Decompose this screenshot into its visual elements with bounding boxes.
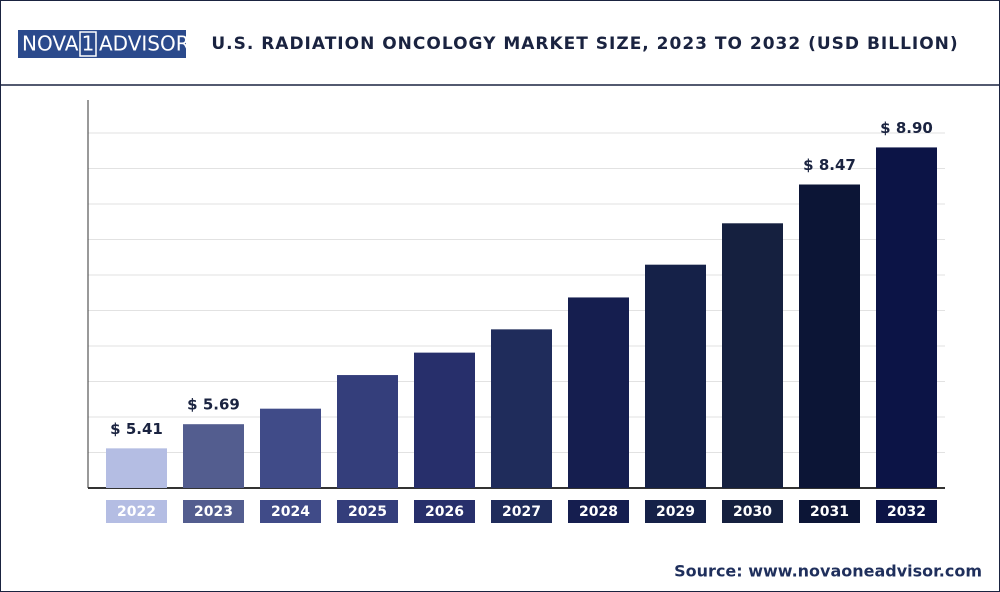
x-tick-box (722, 500, 783, 523)
bar (568, 297, 629, 488)
logo-middle: 1 (82, 32, 95, 56)
x-tick-label: 2023 (194, 504, 233, 520)
logo-mark (79, 31, 97, 57)
bar (183, 424, 244, 488)
x-tick-box (568, 500, 629, 523)
bar (722, 223, 783, 488)
x-tick-box (876, 500, 937, 523)
x-tick-box (645, 500, 706, 523)
bar (645, 264, 706, 488)
chart-title: U.S. RADIATION ONCOLOGY MARKET SIZE, 202… (211, 34, 958, 54)
bar (337, 375, 398, 488)
bar (414, 352, 475, 488)
x-tick-label: 2032 (887, 504, 926, 520)
x-tick-box (106, 500, 167, 523)
x-tick-box (183, 500, 244, 523)
logo-right: ADVISOR (99, 32, 190, 56)
x-tick-box (414, 500, 475, 523)
value-label: $ 8.90 (880, 119, 933, 137)
source: Source: www.novaoneadvisor.com (674, 562, 982, 581)
x-tick-box (337, 500, 398, 523)
x-tick-label: 2022 (117, 504, 156, 520)
x-tick-box (491, 500, 552, 523)
value-label: $ 5.41 (110, 420, 163, 438)
x-tick-label: 2025 (348, 504, 387, 520)
x-tick-label: 2028 (579, 504, 618, 520)
x-tick-label: 2030 (733, 504, 772, 520)
bar (260, 408, 321, 488)
x-tick-box (260, 500, 321, 523)
logo-left: NOVA (22, 32, 79, 56)
x-tick-label: 2031 (810, 504, 849, 520)
bar (876, 147, 937, 488)
x-tick-label: 2029 (656, 504, 695, 520)
bar (106, 448, 167, 488)
x-tick-label: 2024 (271, 504, 310, 520)
bar (799, 184, 860, 488)
bar (491, 329, 552, 488)
x-tick-label: 2026 (425, 504, 464, 520)
value-label: $ 5.69 (187, 396, 240, 414)
value-label: $ 8.47 (803, 156, 856, 174)
logo-box (18, 30, 186, 58)
x-tick-box (799, 500, 860, 523)
x-tick-label: 2027 (502, 504, 541, 520)
